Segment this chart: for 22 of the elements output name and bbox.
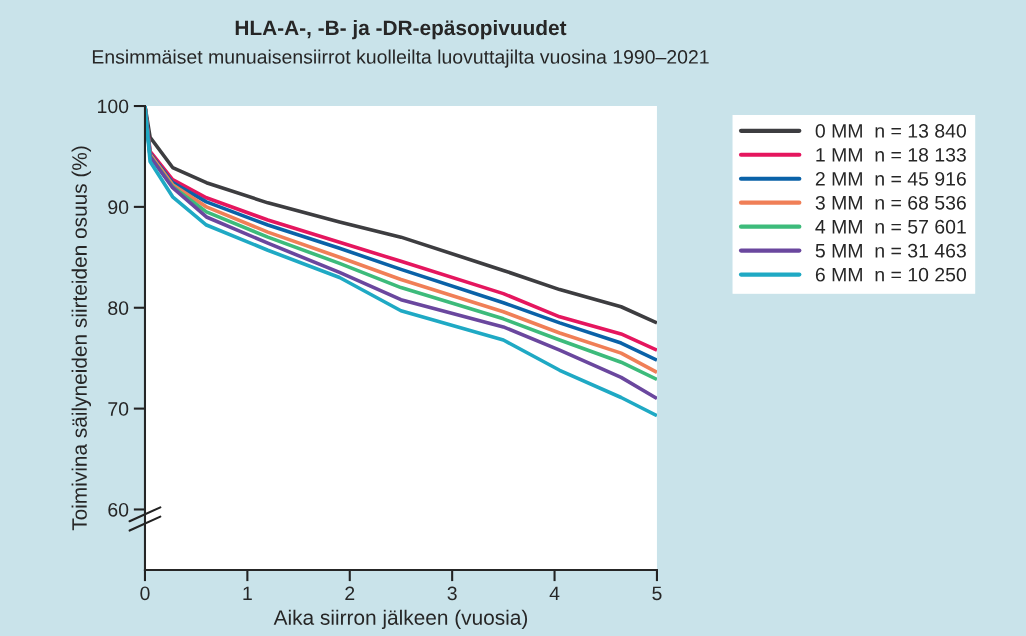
legend-label: 2 MM n = 45 916 [815,171,966,186]
legend-label: 1 MM n = 18 133 [816,147,966,162]
chart-title: HLA-A-, -B- ja -DR-epäsopivuudet [235,19,567,40]
y-axis-title: Toimivina säilyneiden siirteiden osuus (%) [71,146,92,531]
y-tick-label: 80 [108,301,129,315]
x-tick-label: 5 [652,586,662,601]
legend-label: 0 MM n = 13 840 [815,124,966,138]
x-tick-label: 0 [140,586,150,601]
legend-label: 5 MM n = 31 463 [815,243,966,258]
legend-label: 3 MM n = 68 536 [815,195,966,210]
y-tick-label: 60 [108,502,129,517]
chart-subtitle: Ensimmäiset munuaisensiirrot kuolleilta luovuttajilta vuosina 1990–2021 [92,49,709,68]
x-axis-title: Aika siirron jälkeen (vuosia) [273,609,528,630]
y-tick-label: 100 [98,99,129,114]
legend-label: 6 MM n = 10 250 [815,267,966,282]
y-tick-label: 70 [108,402,129,416]
x-tick-label: 2 [345,586,355,601]
x-tick-label: 3 [447,586,457,601]
y-tick-label: 90 [108,200,129,215]
x-tick-label: 4 [549,586,560,601]
legend-label: 4 MM n = 57 601 [815,219,966,234]
x-tick-label: 1 [243,586,252,601]
